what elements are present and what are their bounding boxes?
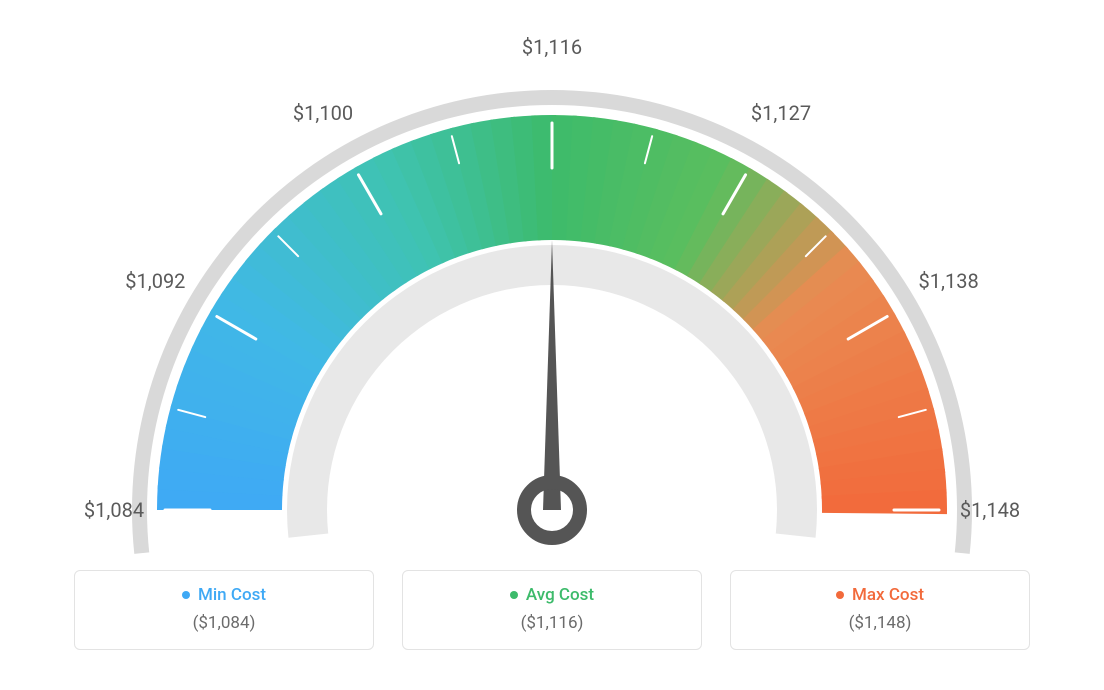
gauge-tick-label: $1,100 [293,101,353,125]
legend-row: Min Cost ($1,084) Avg Cost ($1,116) Max … [0,570,1104,650]
gauge-tick-label: $1,138 [919,269,979,293]
legend-title-row: Min Cost [95,585,353,605]
legend-label-avg: Avg Cost [526,585,594,605]
legend-card-avg: Avg Cost ($1,116) [402,570,702,650]
legend-label-max: Max Cost [852,585,924,605]
legend-card-max: Max Cost ($1,148) [730,570,1030,650]
dot-avg-icon [510,591,518,599]
gauge-tick-label: $1,084 [84,498,144,522]
legend-card-min: Min Cost ($1,084) [74,570,374,650]
dot-min-icon [182,591,190,599]
legend-value-min: ($1,084) [95,613,353,633]
gauge-area: $1,084 $1,092 $1,100 $1,116 $1,127 $1,138 $1,1… [0,0,1104,560]
legend-label-min: Min Cost [198,585,266,605]
legend-title-row: Avg Cost [423,585,681,605]
legend-value-avg: ($1,116) [423,613,681,633]
gauge-tick-label: $1,127 [751,101,811,125]
gauge-tick-label: $1,092 [125,269,185,293]
dot-max-icon [836,591,844,599]
legend-value-max: ($1,148) [751,613,1009,633]
legend-title-row: Max Cost [751,585,1009,605]
chart-container: $1,084 $1,092 $1,100 $1,116 $1,127 $1,138 $1,1… [0,0,1104,690]
gauge-tick-label: $1,116 [522,35,582,59]
gauge-tick-label: $1,148 [960,498,1020,522]
